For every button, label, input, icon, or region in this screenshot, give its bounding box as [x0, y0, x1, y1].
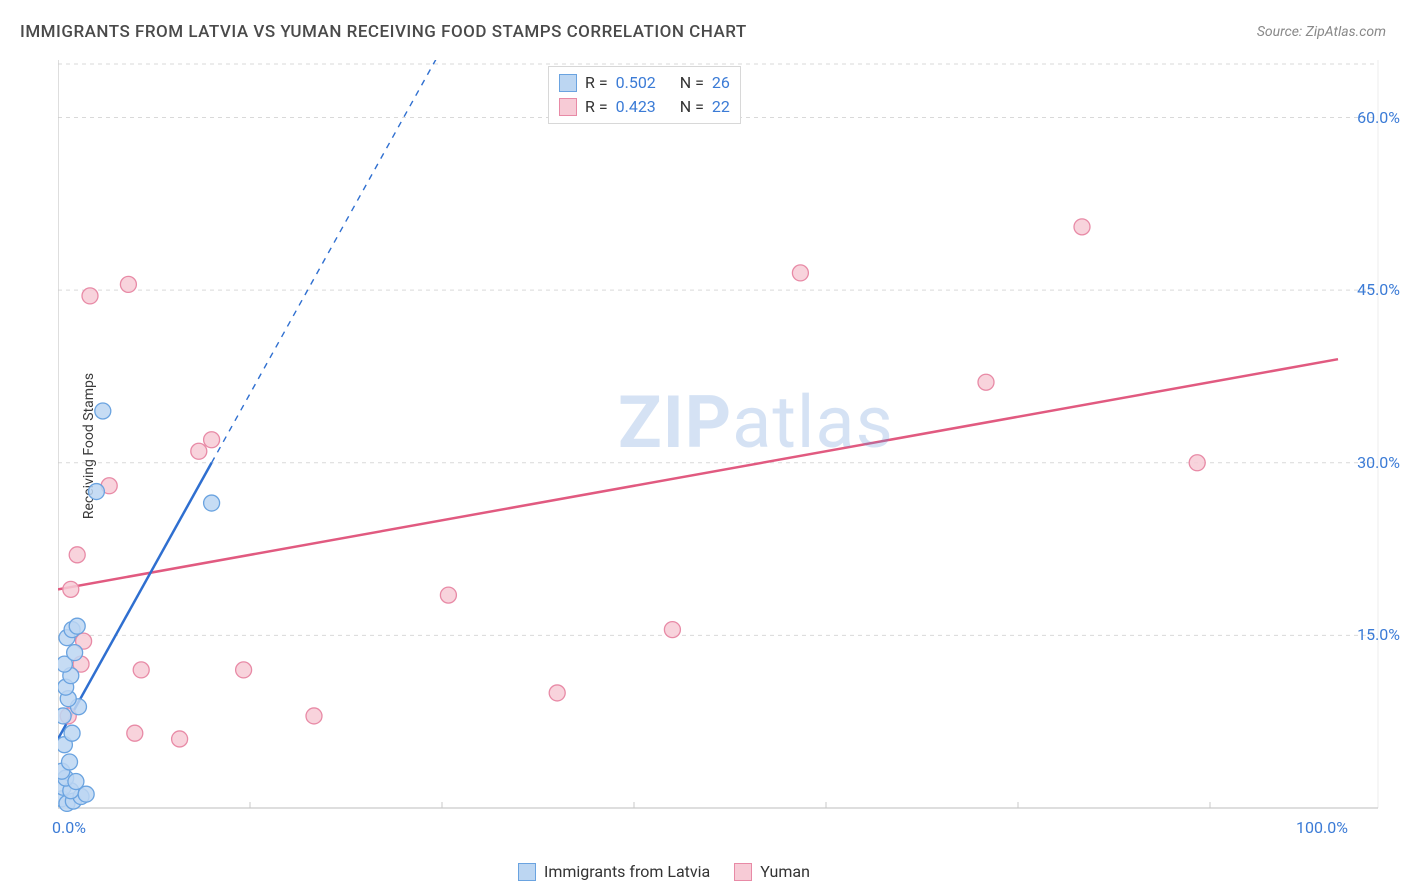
- legend-label: Yuman: [760, 862, 810, 881]
- x-tick-label: 100.0%: [1296, 818, 1348, 837]
- legend-row: R = 0.502 N = 26: [559, 71, 730, 95]
- r-label: R =: [585, 71, 608, 95]
- legend-swatch: [559, 98, 577, 116]
- legend-swatch: [559, 74, 577, 92]
- y-tick-label: 15.0%: [1340, 625, 1400, 644]
- legend-item: Immigrants from Latvia: [518, 862, 710, 881]
- r-value: 0.502: [616, 71, 656, 95]
- legend-swatch: [734, 863, 752, 881]
- scatter-plot: ZIPatlas R = 0.502 N = 26 R = 0.423 N = …: [58, 60, 1384, 840]
- correlation-legend: R = 0.502 N = 26 R = 0.423 N = 22: [548, 66, 741, 124]
- legend-label: Immigrants from Latvia: [544, 862, 710, 881]
- header: IMMIGRANTS FROM LATVIA VS YUMAN RECEIVIN…: [20, 22, 1386, 42]
- y-tick-label: 30.0%: [1340, 453, 1400, 472]
- r-value: 0.423: [616, 95, 656, 119]
- y-tick-label: 45.0%: [1340, 280, 1400, 299]
- n-label: N =: [680, 71, 704, 95]
- legend-row: R = 0.423 N = 22: [559, 95, 730, 119]
- chart-title: IMMIGRANTS FROM LATVIA VS YUMAN RECEIVIN…: [20, 22, 747, 42]
- y-tick-label: 60.0%: [1340, 108, 1400, 127]
- n-value: 26: [712, 71, 730, 95]
- chart-svg: [58, 60, 1384, 880]
- n-value: 22: [712, 95, 730, 119]
- x-tick-label: 0.0%: [52, 818, 86, 837]
- n-label: N =: [680, 95, 704, 119]
- r-label: R =: [585, 95, 608, 119]
- legend-swatch: [518, 863, 536, 881]
- legend-item: Yuman: [734, 862, 810, 881]
- series-legend: Immigrants from Latvia Yuman: [518, 862, 810, 881]
- source-attribution: Source: ZipAtlas.com: [1257, 24, 1386, 40]
